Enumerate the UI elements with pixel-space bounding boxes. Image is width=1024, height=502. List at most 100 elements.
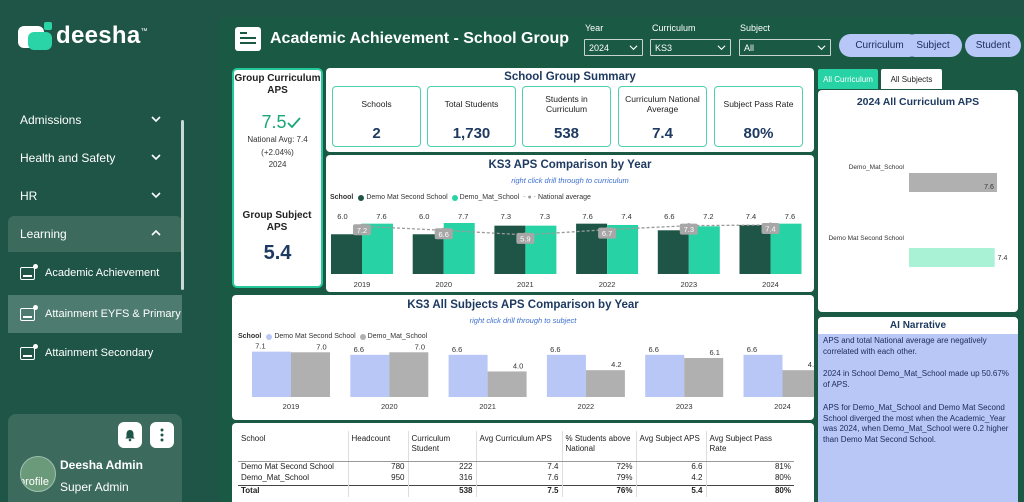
curriculum-select[interactable]: KS3 — [650, 39, 731, 56]
more-options-button[interactable] — [150, 422, 174, 448]
ks3-aps-comparison-chart[interactable]: KS3 APS Comparison by Year right click d… — [326, 155, 814, 292]
column-header[interactable]: Avg Subject APS — [636, 431, 707, 462]
national-average-line — [361, 224, 771, 236]
table-cell: Demo_Mat_School — [238, 473, 349, 485]
sidebar-item-hr[interactable]: HR — [8, 178, 182, 214]
column-header[interactable]: Avg Curriculum APS — [476, 431, 563, 462]
column-header[interactable]: Headcount — [348, 431, 409, 462]
chart-subtitle[interactable]: right click drill through to subject — [469, 316, 577, 325]
column-header[interactable]: Avg Subject Pass Rate — [706, 431, 794, 462]
sidebar-subitem-label: Academic Achievement — [45, 267, 160, 279]
x-tick-label: 2022 — [599, 280, 616, 289]
column-header[interactable]: School — [238, 431, 349, 462]
data-label-box — [761, 222, 780, 234]
curriculum-aps-plot: Demo_Mat_School 7.6 Demo Mat Second School… — [828, 164, 1008, 267]
avatar[interactable]: profile — [20, 456, 56, 492]
chart-bar — [389, 352, 429, 397]
chart-title: 2024 All Curriculum APS — [856, 96, 980, 108]
chevron-down-icon — [151, 154, 161, 161]
data-label: 6.0 — [419, 212, 429, 221]
kpi-label: Subject Pass Rate — [723, 99, 794, 109]
column-header[interactable]: Curriculum Student — [408, 431, 477, 462]
data-label-box — [353, 224, 371, 236]
chart-bar — [782, 370, 814, 397]
y-tick-label: Demo_Mat_School — [849, 164, 905, 171]
sidebar-item-health-and-safety[interactable]: Health and Safety — [8, 140, 182, 176]
legend-label: Demo_Mat_School — [367, 333, 428, 340]
avatar-text: profile — [20, 476, 49, 488]
trademark: ™ — [140, 28, 148, 35]
deesha-logo[interactable]: deesha ™ — [18, 22, 148, 50]
table-row[interactable]: Demo_Mat_School 950 316 7.6 79% 4.2 80% — [238, 473, 794, 485]
aps-year-text: 2024 — [268, 160, 287, 169]
sidebar-subitem-label: Attainment Secondary — [45, 347, 154, 359]
chart-subtitle[interactable]: right click drill through to curriculum — [511, 176, 629, 185]
data-label: 7.1 — [255, 343, 265, 351]
national-average-text: National Avg: 7.4 — [247, 135, 308, 144]
subject-select[interactable]: All — [739, 39, 831, 56]
kpi-label: Curriculum National Average — [625, 94, 700, 114]
kpi-label: Schools — [361, 99, 392, 109]
table-cell: 6.6 — [636, 461, 707, 473]
year-select[interactable]: 2024 — [584, 39, 643, 56]
data-label: 6.6 — [747, 345, 757, 354]
kpi-value: 2 — [372, 125, 381, 142]
ks3-all-subjects-chart[interactable]: KS3 All Subjects APS Comparison by Year … — [232, 295, 814, 420]
sidebar-subitem-academic-achievement[interactable]: Academic Achievement — [8, 254, 182, 292]
sidebar-item-label: Admissions — [20, 113, 82, 127]
table-cell: 7.4 — [476, 461, 563, 473]
chart-bar — [412, 234, 444, 274]
legend-swatch — [359, 333, 366, 340]
data-label: 6.6 — [550, 345, 560, 354]
logo-text: deesha — [56, 22, 141, 49]
chevron-down-icon — [151, 192, 161, 199]
data-label: 7.6 — [984, 184, 994, 191]
subject-select-value: All — [744, 43, 755, 53]
curriculum-button[interactable]: Curriculum — [839, 34, 920, 57]
x-tick-label: 2019 — [283, 402, 300, 411]
x-tick-label: 2021 — [479, 402, 496, 411]
table-cell: 72% — [562, 461, 637, 473]
summary-title: School Group Summary — [504, 71, 636, 83]
kpi-subject-pass-rate: Subject Pass Rate 80% — [714, 86, 803, 147]
table-cell: 7.5 — [476, 484, 563, 497]
chart-bar — [657, 230, 689, 274]
curriculum-aps-heading: Group Curriculum APS — [234, 73, 321, 96]
legend-label: Demo Mat Second School — [274, 333, 356, 340]
ks3-subjects-chart-plot: 7.1 7.0 2019 6.6 7.0 2020 6.6 4.0 2021 6.6 4.2 2022… — [252, 343, 814, 411]
page-header: Academic Achievement - School Group — [235, 27, 569, 51]
sidebar-item-label: Learning — [20, 227, 67, 241]
sidebar-subitem-attainment-secondary[interactable]: Attainment Secondary — [8, 334, 182, 372]
all-curriculum-aps-chart[interactable]: 2024 All Curriculum APS Demo_Mat_School 7… — [818, 90, 1018, 312]
kpi-label: Students in Curriculum — [545, 94, 588, 114]
sidebar-item-admissions[interactable]: Admissions — [8, 102, 182, 138]
y-tick-label: Demo Mat Second School — [828, 235, 904, 242]
data-label: 7.4 — [746, 212, 756, 221]
notification-bell-button[interactable] — [118, 422, 142, 448]
chevron-down-icon — [151, 116, 161, 123]
column-header[interactable]: % Students above National — [562, 431, 637, 462]
kpi-value: 538 — [553, 125, 580, 142]
report-document-icon — [235, 27, 261, 51]
table-row[interactable]: Demo Mat Second School 780 222 7.4 72% 6… — [238, 461, 794, 473]
data-label: 7.3 — [501, 212, 511, 221]
chart-bar — [487, 371, 527, 397]
table-cell: 780 — [348, 461, 409, 473]
sidebar-item-learning[interactable]: Learning — [8, 216, 182, 252]
tab-all-subjects[interactable]: All Subjects — [881, 69, 942, 89]
group-aps-card: Group Curriculum APS 7.5 National Avg: 7… — [232, 68, 323, 288]
school-table: School Headcount Curriculum Student Avg … — [232, 423, 814, 502]
data-label: 6.6 — [354, 345, 364, 354]
subject-button[interactable]: Subject — [904, 34, 962, 57]
chart-bar — [909, 248, 995, 267]
sidebar-scrollbar[interactable] — [181, 120, 184, 290]
table-cell: 80% — [774, 473, 791, 482]
tab-all-curriculum[interactable]: All Curriculum — [818, 69, 878, 89]
profile-panel: profile Deesha Admin Super Admin — [8, 414, 182, 502]
table-total-row: Total 538 7.5 76% 5.4 80% — [238, 484, 794, 497]
student-button[interactable]: Student — [965, 34, 1021, 57]
sidebar-subitem-attainment-eyfs-primary[interactable]: Attainment EYFS & Primary — [8, 295, 182, 333]
aps-change-text: (+2.04%) — [261, 148, 294, 157]
kpi-value: 80% — [743, 125, 774, 142]
table-cell: 222 — [408, 461, 477, 473]
